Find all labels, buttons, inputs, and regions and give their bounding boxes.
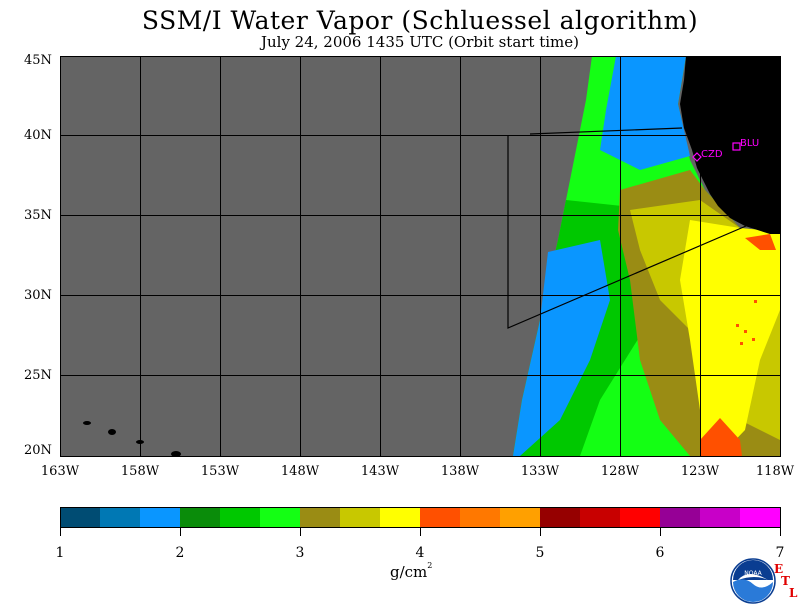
lon-label: 143W bbox=[360, 464, 400, 479]
color-scale-tick-label: 1 bbox=[55, 545, 65, 561]
color-scale-tick-label: 4 bbox=[415, 545, 425, 561]
lon-label: 118W bbox=[755, 464, 795, 479]
color-scale-tick-label: 2 bbox=[175, 545, 185, 561]
lon-label: 148W bbox=[280, 464, 320, 479]
lon-label: 153W bbox=[200, 464, 240, 479]
color-scale-tick-label: 5 bbox=[535, 545, 545, 561]
analysis-region-outline bbox=[529, 127, 683, 135]
water-vapor-swath bbox=[513, 56, 780, 456]
station-markers bbox=[692, 142, 741, 162]
noaa-logo-text: NOAA bbox=[744, 570, 762, 577]
analysis-region-outline-lower bbox=[507, 135, 747, 329]
lat-label: 45N bbox=[24, 53, 52, 68]
lon-label: 128W bbox=[600, 464, 640, 479]
lon-label: 158W bbox=[120, 464, 160, 479]
graticule bbox=[60, 56, 780, 456]
lon-label: 138W bbox=[440, 464, 480, 479]
color-scale-tick-label: 7 bbox=[775, 545, 785, 561]
units-label: g/cm2 bbox=[390, 561, 433, 581]
lon-label: 163W bbox=[40, 464, 80, 479]
map-frame bbox=[60, 56, 781, 457]
noaa-logo-icon: NOAA bbox=[730, 558, 776, 604]
etl-letter-t: T bbox=[781, 574, 790, 588]
units-base: g/cm bbox=[390, 563, 428, 581]
lat-label: 25N bbox=[24, 368, 52, 383]
lon-label: 123W bbox=[680, 464, 720, 479]
lat-label: 20N bbox=[24, 443, 52, 458]
etl-letter-e: E bbox=[774, 562, 784, 576]
lat-label: 35N bbox=[24, 208, 52, 223]
etl-logo: E T L bbox=[774, 562, 800, 600]
lat-label: 30N bbox=[24, 288, 52, 303]
units-exponent: 2 bbox=[427, 561, 433, 570]
color-scale-tick-label: 6 bbox=[655, 545, 665, 561]
lat-label: 40N bbox=[24, 128, 52, 143]
station-label-czd: CZD bbox=[701, 149, 723, 160]
map-title: SSM/I Water Vapor (Schluessel algorithm) bbox=[141, 6, 699, 35]
etl-letter-l: L bbox=[789, 586, 798, 600]
map-subtitle: July 24, 2006 1435 UTC (Orbit start time… bbox=[260, 33, 580, 51]
color-scale-tick-label: 3 bbox=[295, 545, 305, 561]
station-label-blu: BLU bbox=[740, 138, 759, 149]
lon-label: 133W bbox=[520, 464, 560, 479]
land-mass bbox=[680, 56, 780, 234]
